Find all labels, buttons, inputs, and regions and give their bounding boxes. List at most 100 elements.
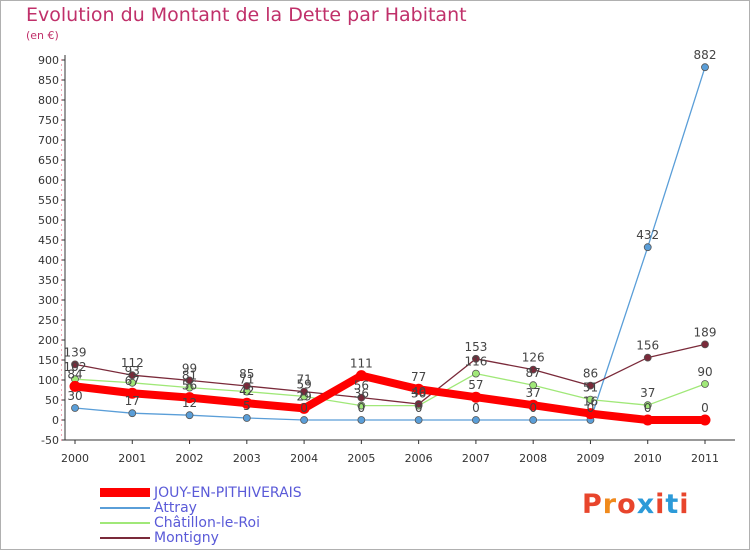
data-label: 0 xyxy=(358,401,366,415)
x-tick-label: 2005 xyxy=(347,452,375,465)
proxiti-logo: Proxiti xyxy=(582,489,690,520)
data-label: 84 xyxy=(67,367,82,381)
data-point xyxy=(128,409,137,418)
data-label: 5 xyxy=(243,399,251,413)
data-label: 111 xyxy=(350,357,373,371)
data-label: 77 xyxy=(411,370,426,384)
series-line xyxy=(74,343,706,405)
data-label: 102 xyxy=(64,360,87,374)
y-tick-label: 350 xyxy=(38,274,59,287)
legend-label-montigny: Montigny xyxy=(154,529,219,546)
data-point xyxy=(357,393,366,402)
data-point xyxy=(586,395,595,404)
logo-letter: r xyxy=(602,489,618,520)
logo-letter: P xyxy=(582,489,603,520)
data-label: 139 xyxy=(64,345,87,359)
y-tick-label: 900 xyxy=(38,54,59,67)
data-point xyxy=(128,378,137,387)
data-point xyxy=(128,371,137,380)
legend-label-jouy: JOUY-EN-PITHIVERAIS xyxy=(154,484,302,501)
data-label: 37 xyxy=(640,386,655,400)
logo-letter: t xyxy=(665,489,680,520)
data-point xyxy=(71,360,79,369)
data-label: 86 xyxy=(583,367,598,381)
data-point xyxy=(470,391,482,403)
data-point xyxy=(699,414,711,426)
x-tick-label: 2003 xyxy=(233,452,261,465)
data-point xyxy=(643,353,652,362)
y-tick-label: 50 xyxy=(45,394,59,407)
data-label: 189 xyxy=(694,325,717,339)
data-point xyxy=(643,243,652,252)
data-label: 0 xyxy=(529,401,537,415)
data-point xyxy=(126,387,138,399)
data-label: 87 xyxy=(526,366,541,380)
logo-letter: o xyxy=(617,489,637,520)
data-label: 12 xyxy=(182,396,197,410)
y-tick-label: -50 xyxy=(41,434,59,447)
legend-swatch-attray xyxy=(100,506,150,509)
data-label: 0 xyxy=(587,401,595,415)
y-tick-label: 750 xyxy=(38,114,59,127)
legend-label-chatillon: Châtillon-le-Roi xyxy=(154,514,260,531)
x-tick-label: 2006 xyxy=(405,452,433,465)
data-point xyxy=(472,416,480,424)
data-label: 71 xyxy=(239,373,254,387)
legend-item-chatillon: Châtillon-le-Roi xyxy=(100,514,260,531)
y-tick-label: 500 xyxy=(38,214,59,227)
data-point xyxy=(584,408,596,420)
data-point xyxy=(701,63,709,72)
x-tick-label: 2007 xyxy=(462,452,490,465)
y-tick-label: 0 xyxy=(52,414,59,427)
data-label: 0 xyxy=(701,401,709,415)
x-tick-label: 2000 xyxy=(61,452,89,465)
legend-item-montigny: Montigny xyxy=(100,529,219,546)
legend-swatch-chatillon xyxy=(100,521,150,524)
legend-label-attray: Attray xyxy=(154,499,197,516)
data-point xyxy=(69,380,81,392)
data-label: 153 xyxy=(464,340,487,354)
data-label: 36 xyxy=(354,387,369,401)
data-point xyxy=(355,370,367,382)
data-label: 51 xyxy=(583,381,598,395)
data-label: 85 xyxy=(239,367,254,381)
x-tick-label: 2009 xyxy=(576,452,604,465)
data-point xyxy=(357,401,366,410)
data-point xyxy=(529,381,538,390)
data-label: 0 xyxy=(644,401,652,415)
data-label: 112 xyxy=(121,356,144,370)
data-label: 126 xyxy=(522,351,545,365)
y-tick-label: 400 xyxy=(38,254,59,267)
data-label: 71 xyxy=(296,373,311,387)
unit-label: (en €) xyxy=(26,29,59,42)
legend-item-jouy: JOUY-EN-PITHIVERAIS xyxy=(100,484,302,501)
data-point xyxy=(184,392,196,404)
data-label: 156 xyxy=(636,339,659,353)
x-tick-label: 2008 xyxy=(519,452,547,465)
y-tick-label: 850 xyxy=(38,74,59,87)
data-label: 59 xyxy=(296,377,311,391)
y-tick-label: 450 xyxy=(38,234,59,247)
y-tick-label: 100 xyxy=(38,374,59,387)
data-label: 81 xyxy=(182,369,197,383)
logo-letter: x xyxy=(636,489,656,520)
data-label: 432 xyxy=(636,228,659,242)
legend-swatch-jouy xyxy=(100,488,150,497)
data-point xyxy=(414,416,423,424)
data-label: 93 xyxy=(125,364,140,378)
data-label: 67 xyxy=(125,374,140,388)
series-line xyxy=(74,66,706,421)
data-label: 37 xyxy=(526,386,541,400)
data-point xyxy=(701,380,709,388)
data-point xyxy=(241,397,253,409)
data-label: 36 xyxy=(411,387,426,401)
data-label: 56 xyxy=(182,379,197,393)
data-label: 29 xyxy=(296,389,311,403)
data-label: 57 xyxy=(468,378,483,392)
data-label: 90 xyxy=(697,365,712,379)
data-point xyxy=(527,399,539,411)
data-label: 0 xyxy=(472,401,480,415)
legend-item-attray: Attray xyxy=(100,499,197,516)
data-label: 17 xyxy=(125,394,140,408)
